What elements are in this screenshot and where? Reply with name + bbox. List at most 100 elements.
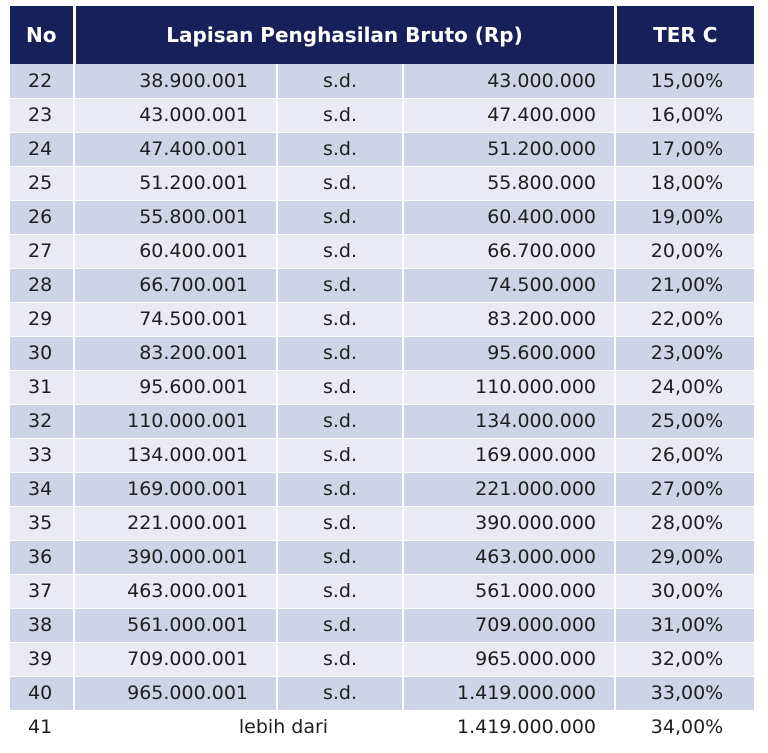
row-ter: 30,00%	[615, 574, 755, 609]
table-row: 30 83.200.001 s.d. 95.600.000 23,00%	[10, 336, 755, 371]
table-row: 24 47.400.001 s.d. 51.200.000 17,00%	[10, 132, 755, 167]
table-row: 40 965.000.001 s.d. 1.419.000.000 33,00%	[10, 676, 755, 711]
row-to: 51.200.000	[403, 132, 617, 167]
row-separator: s.d.	[277, 438, 404, 473]
row-separator: s.d.	[277, 608, 404, 643]
row-no: 30	[10, 336, 75, 371]
row-from: 55.800.001	[74, 200, 278, 235]
row-to: 134.000.000	[403, 404, 617, 439]
row-no: 35	[10, 506, 75, 541]
row-to: 55.800.000	[403, 166, 617, 201]
row-from: 60.400.001	[74, 234, 278, 269]
row-separator: s.d.	[277, 370, 404, 405]
row-ter: 26,00%	[615, 438, 755, 473]
row-ter: 27,00%	[615, 472, 755, 507]
row-separator: s.d.	[277, 268, 404, 303]
row-ter: 19,00%	[615, 200, 755, 235]
row-separator: s.d.	[277, 166, 404, 201]
row-to: 561.000.000	[403, 574, 617, 609]
row-ter: 34,00%	[615, 710, 755, 745]
row-no: 22	[10, 64, 75, 99]
header-ter-c: TER C	[615, 6, 755, 64]
row-ter: 24,00%	[615, 370, 755, 405]
row-to: 709.000.000	[403, 608, 617, 643]
table-row: 28 66.700.001 s.d. 74.500.000 21,00%	[10, 268, 755, 303]
row-separator: s.d.	[277, 64, 404, 99]
row-to: 66.700.000	[403, 234, 617, 269]
table-row: 34 169.000.001 s.d. 221.000.000 27,00%	[10, 472, 755, 507]
row-from: 709.000.001	[74, 642, 278, 677]
row-to: 74.500.000	[403, 268, 617, 303]
row-ter: 32,00%	[615, 642, 755, 677]
row-no: 39	[10, 642, 75, 677]
row-ter: 18,00%	[615, 166, 755, 201]
row-no: 24	[10, 132, 75, 167]
row-no: 40	[10, 676, 75, 711]
row-to: 60.400.000	[403, 200, 617, 235]
row-ter: 22,00%	[615, 302, 755, 337]
row-ter: 20,00%	[615, 234, 755, 269]
table-row: 22 38.900.001 s.d. 43.000.000 15,00%	[10, 64, 755, 99]
row-separator: s.d.	[277, 98, 404, 133]
row-from: 74.500.001	[74, 302, 278, 337]
row-from: 95.600.001	[74, 370, 278, 405]
row-separator: s.d.	[277, 506, 404, 541]
row-ter: 25,00%	[615, 404, 755, 439]
table-row: 31 95.600.001 s.d. 110.000.000 24,00%	[10, 370, 755, 405]
row-from: 110.000.001	[74, 404, 278, 439]
row-from: 221.000.001	[74, 506, 278, 541]
row-to: 83.200.000	[403, 302, 617, 337]
row-from: 561.000.001	[74, 608, 278, 643]
row-to: 47.400.000	[403, 98, 617, 133]
row-separator: s.d.	[277, 540, 404, 575]
row-no: 29	[10, 302, 75, 337]
row-ter: 33,00%	[615, 676, 755, 711]
row-to: 965.000.000	[403, 642, 617, 677]
row-no: 37	[10, 574, 75, 609]
row-from: 390.000.001	[74, 540, 278, 575]
table-row: 36 390.000.001 s.d. 463.000.000 29,00%	[10, 540, 755, 575]
table-row: 32 110.000.001 s.d. 134.000.000 25,00%	[10, 404, 755, 439]
row-to: 110.000.000	[403, 370, 617, 405]
row-from: 47.400.001	[74, 132, 278, 167]
row-from: 51.200.001	[74, 166, 278, 201]
row-from: 38.900.001	[74, 64, 278, 99]
table-row: 39 709.000.001 s.d. 965.000.000 32,00%	[10, 642, 755, 677]
row-separator: s.d.	[277, 404, 404, 439]
row-ter: 31,00%	[615, 608, 755, 643]
row-ter: 28,00%	[615, 506, 755, 541]
row-to: 169.000.000	[403, 438, 617, 473]
row-separator: s.d.	[277, 336, 404, 371]
row-to: 1.419.000.000	[403, 676, 617, 711]
row-separator: s.d.	[277, 132, 404, 167]
row-ter: 15,00%	[615, 64, 755, 99]
row-no: 26	[10, 200, 75, 235]
table-header-row: No Lapisan Penghasilan Bruto (Rp) TER C	[10, 6, 755, 64]
row-separator: s.d.	[277, 200, 404, 235]
row-no: 32	[10, 404, 75, 439]
row-no: 38	[10, 608, 75, 643]
table-row: 37 463.000.001 s.d. 561.000.000 30,00%	[10, 574, 755, 609]
row-to: 1.419.000.000	[403, 710, 617, 745]
row-from: 134.000.001	[74, 438, 278, 473]
row-more-than-label: lebih dari	[74, 710, 404, 745]
table-row: 38 561.000.001 s.d. 709.000.000 31,00%	[10, 608, 755, 643]
row-from: 169.000.001	[74, 472, 278, 507]
table-row: 33 134.000.001 s.d. 169.000.000 26,00%	[10, 438, 755, 473]
row-ter: 16,00%	[615, 98, 755, 133]
row-to: 221.000.000	[403, 472, 617, 507]
row-separator: s.d.	[277, 302, 404, 337]
row-ter: 29,00%	[615, 540, 755, 575]
table-row: 25 51.200.001 s.d. 55.800.000 18,00%	[10, 166, 755, 201]
row-no: 28	[10, 268, 75, 303]
row-separator: s.d.	[277, 574, 404, 609]
row-from: 463.000.001	[74, 574, 278, 609]
row-from: 66.700.001	[74, 268, 278, 303]
row-no: 34	[10, 472, 75, 507]
row-separator: s.d.	[277, 642, 404, 677]
row-ter: 23,00%	[615, 336, 755, 371]
row-to: 390.000.000	[403, 506, 617, 541]
row-no: 27	[10, 234, 75, 269]
row-no: 41	[10, 710, 75, 745]
